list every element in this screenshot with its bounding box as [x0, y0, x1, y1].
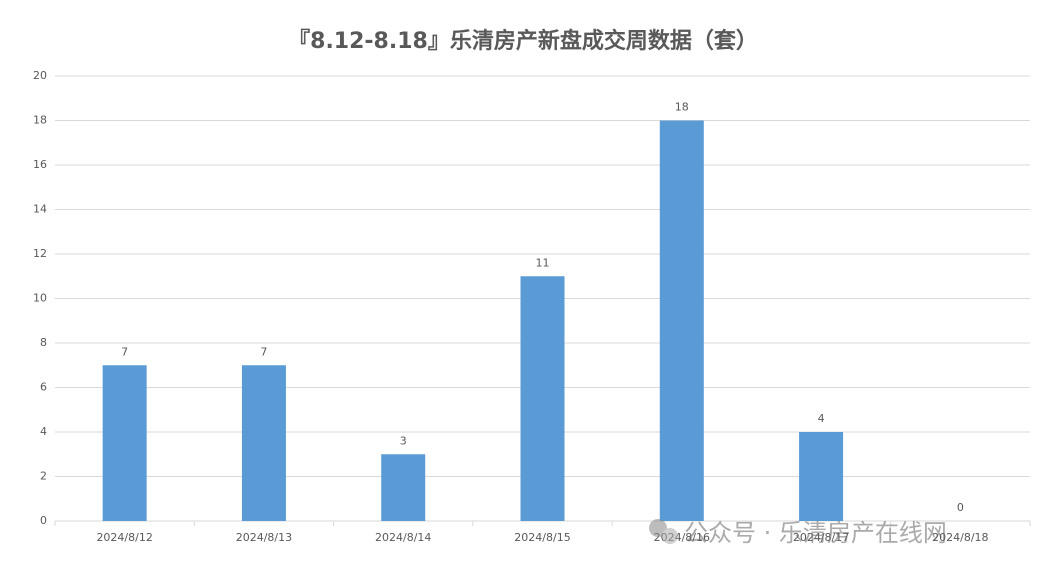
y-tick-label: 6 [40, 381, 47, 394]
y-tick-label: 18 [33, 114, 47, 127]
y-tick-label: 20 [33, 69, 47, 82]
x-tick-label: 2024/8/13 [236, 531, 292, 544]
data-label: 3 [400, 434, 407, 447]
watermark: 公众号 · 乐清房产在线网 [684, 519, 947, 547]
data-label: 4 [818, 412, 825, 425]
x-tick-label: 2024/8/17 [793, 531, 849, 544]
data-label: 7 [121, 345, 128, 358]
bar [659, 120, 704, 521]
data-label: 18 [675, 101, 689, 114]
y-tick-label: 0 [40, 514, 47, 527]
bar [520, 276, 565, 521]
data-label: 11 [536, 256, 550, 269]
x-tick-label: 2024/8/15 [514, 531, 570, 544]
bar [241, 365, 286, 521]
watermark-icon [649, 519, 667, 537]
x-tick-label: 2024/8/14 [375, 531, 431, 544]
bar [799, 432, 844, 521]
x-tick-label: 2024/8/12 [96, 531, 152, 544]
y-tick-label: 4 [40, 425, 47, 438]
bar [381, 454, 426, 521]
data-label: 7 [260, 345, 267, 358]
x-tick-label: 2024/8/18 [932, 531, 988, 544]
y-tick-label: 2 [40, 470, 47, 483]
y-tick-label: 8 [40, 336, 47, 349]
watermark-icon [662, 528, 678, 544]
data-label: 0 [957, 501, 964, 514]
y-tick-label: 16 [33, 158, 47, 171]
y-tick-label: 10 [33, 292, 47, 305]
watermark-group: 公众号 · 乐清房产在线网 [649, 519, 947, 547]
bar [102, 365, 147, 521]
y-tick-label: 14 [33, 203, 47, 216]
y-tick-label: 12 [33, 247, 47, 260]
chart-title: 『8.12-8.18』乐清房产新盘成交周数据（套） [288, 28, 758, 54]
